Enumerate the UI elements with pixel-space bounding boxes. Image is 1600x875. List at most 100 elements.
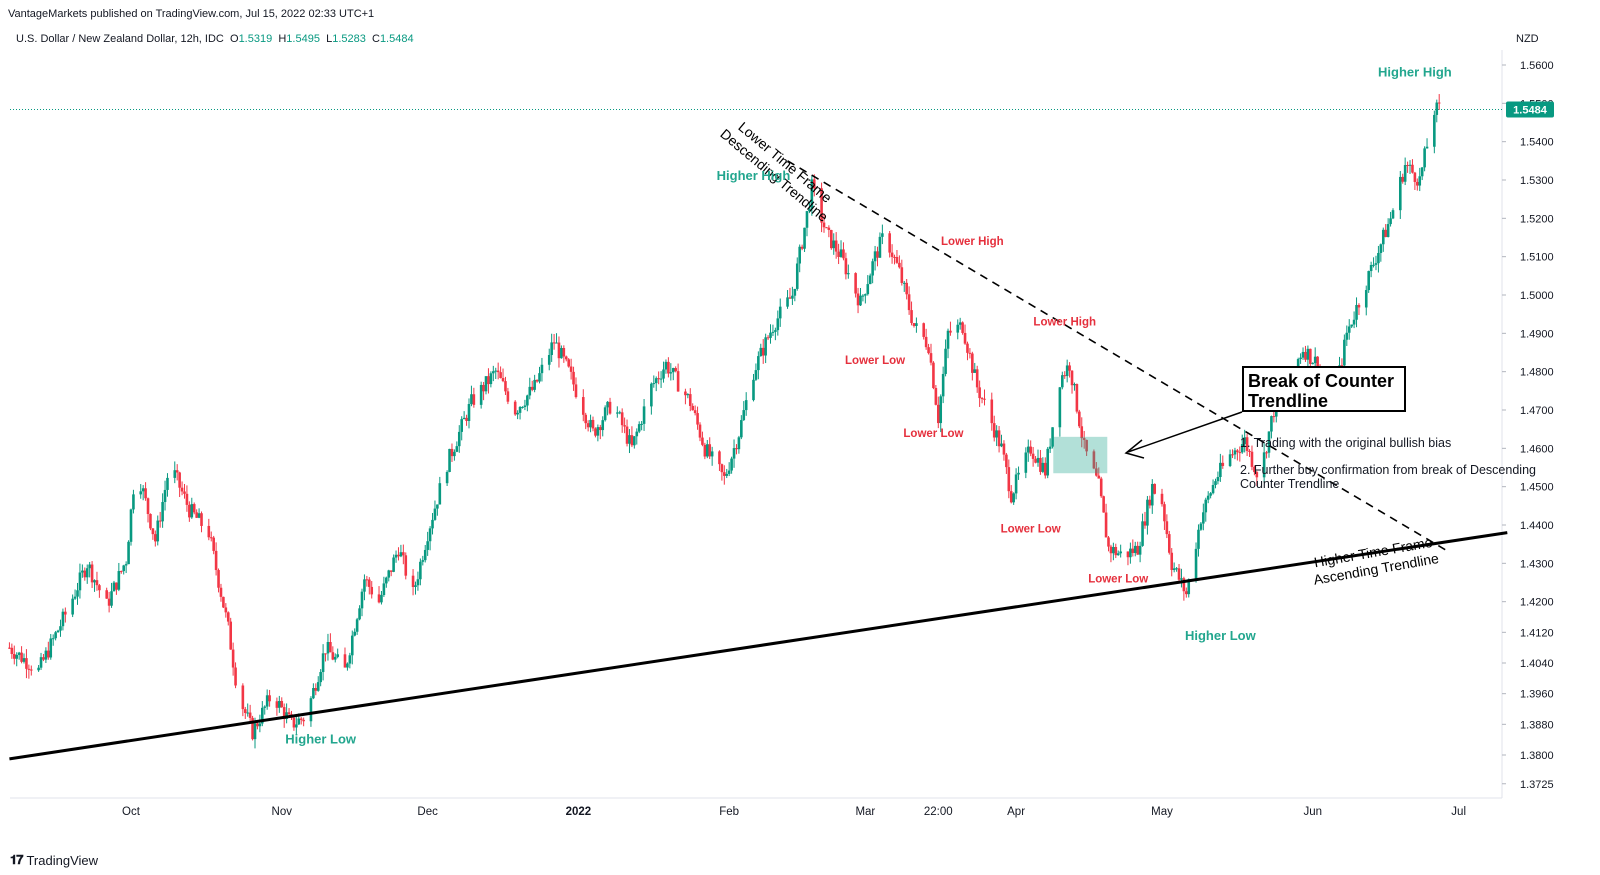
candle-body [348,655,352,664]
candle-body [1262,452,1266,478]
candle-body [866,284,870,295]
candle-body [484,376,488,392]
high-label: H [278,33,287,45]
candle-body [73,596,77,599]
candle-body [197,513,201,518]
candle-body [569,366,573,372]
candle-body [1233,450,1237,455]
candle-body [618,412,622,414]
candle-body [1085,439,1088,452]
candle-body [1352,319,1356,325]
candle-body [662,369,665,379]
candle-body [1202,512,1205,524]
candle-body [1406,165,1409,167]
candle-body [438,483,442,505]
candle-body [1112,547,1115,554]
candle-body [504,381,507,392]
candle-body [333,656,337,660]
candle-body [1216,477,1220,482]
candle-body [1343,339,1346,366]
candle-body [154,534,157,542]
candle-body [1364,290,1368,308]
candle-body [1345,332,1349,340]
candle-body [718,451,721,465]
candle-body [350,635,354,656]
candle-body [302,719,305,722]
candle-body [107,598,111,606]
candle-body [708,444,712,457]
candle-body [842,249,845,259]
candle-body [625,426,629,444]
candle-body [1377,252,1380,264]
candle-body [173,470,177,478]
candle-body [141,488,145,492]
tradingview-brand[interactable]: 𝟏𝟕 TradingView [10,852,98,868]
candle-body [309,698,313,722]
swing-label-green: Higher Low [1185,628,1257,643]
y-tick-label: 1.5200 [1520,213,1554,225]
candle-body [1243,437,1246,445]
candle-body [795,263,799,289]
candle-body [1095,468,1098,476]
callout-arrow-line [1127,411,1243,453]
candle-body [346,663,349,668]
candle-body [949,330,952,333]
candle-body [861,295,865,297]
candle-body [642,406,646,424]
candle-body [1177,568,1181,580]
note-2: 2. Further buy confirmation from break o… [1240,463,1536,491]
candle-body [1316,356,1319,372]
candle-body [1165,521,1169,535]
candle-body [1073,384,1076,386]
candle-body [54,632,57,639]
candle-body [226,612,230,622]
candle-body [893,256,896,258]
candle-body [1080,426,1084,439]
candle-body [1172,568,1176,570]
candle-body [774,330,777,332]
candle-body [834,240,838,252]
x-tick-label: Apr [1007,806,1025,818]
candle-body [229,621,232,650]
candle-body [78,572,82,591]
candle-body [1070,370,1074,386]
candle-body [353,631,357,636]
candle-body [445,471,449,484]
candle-body [652,383,656,385]
candle-body [1002,443,1006,455]
candle-body [956,324,960,333]
candle-body [1391,210,1395,219]
candle-body [567,359,570,367]
candle-body [117,571,121,590]
candle-body [132,494,135,510]
candle-body [574,384,578,398]
candle-body [1386,224,1390,237]
candle-body [552,342,556,344]
candle-body [17,652,21,655]
candle-body [1267,431,1271,453]
candle-body [946,330,950,349]
candle-body [93,580,96,583]
candle-body [448,448,451,472]
candle-body [1238,452,1242,454]
last-price-value: 1.5484 [1513,104,1548,116]
candle-body [924,336,928,348]
y-tick-label: 1.5000 [1520,290,1554,302]
candle-body [676,371,680,392]
candle-body [319,672,322,683]
y-tick-label: 1.4300 [1520,558,1554,570]
candle-body [394,554,398,558]
candle-body [973,369,977,373]
candle-body [562,347,566,357]
candle-body [1253,466,1256,473]
candle-body [873,251,877,262]
candle-body [261,707,264,724]
candle-body [119,571,123,573]
candle-body [1381,229,1385,245]
candle-body [243,709,247,713]
candle-body [1398,176,1402,211]
candle-body [591,419,595,429]
y-tick-label: 1.3800 [1520,750,1554,762]
candle-body [414,585,417,587]
